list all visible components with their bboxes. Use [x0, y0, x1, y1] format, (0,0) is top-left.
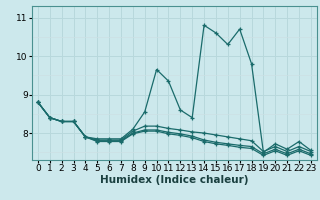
X-axis label: Humidex (Indice chaleur): Humidex (Indice chaleur) [100, 175, 249, 185]
